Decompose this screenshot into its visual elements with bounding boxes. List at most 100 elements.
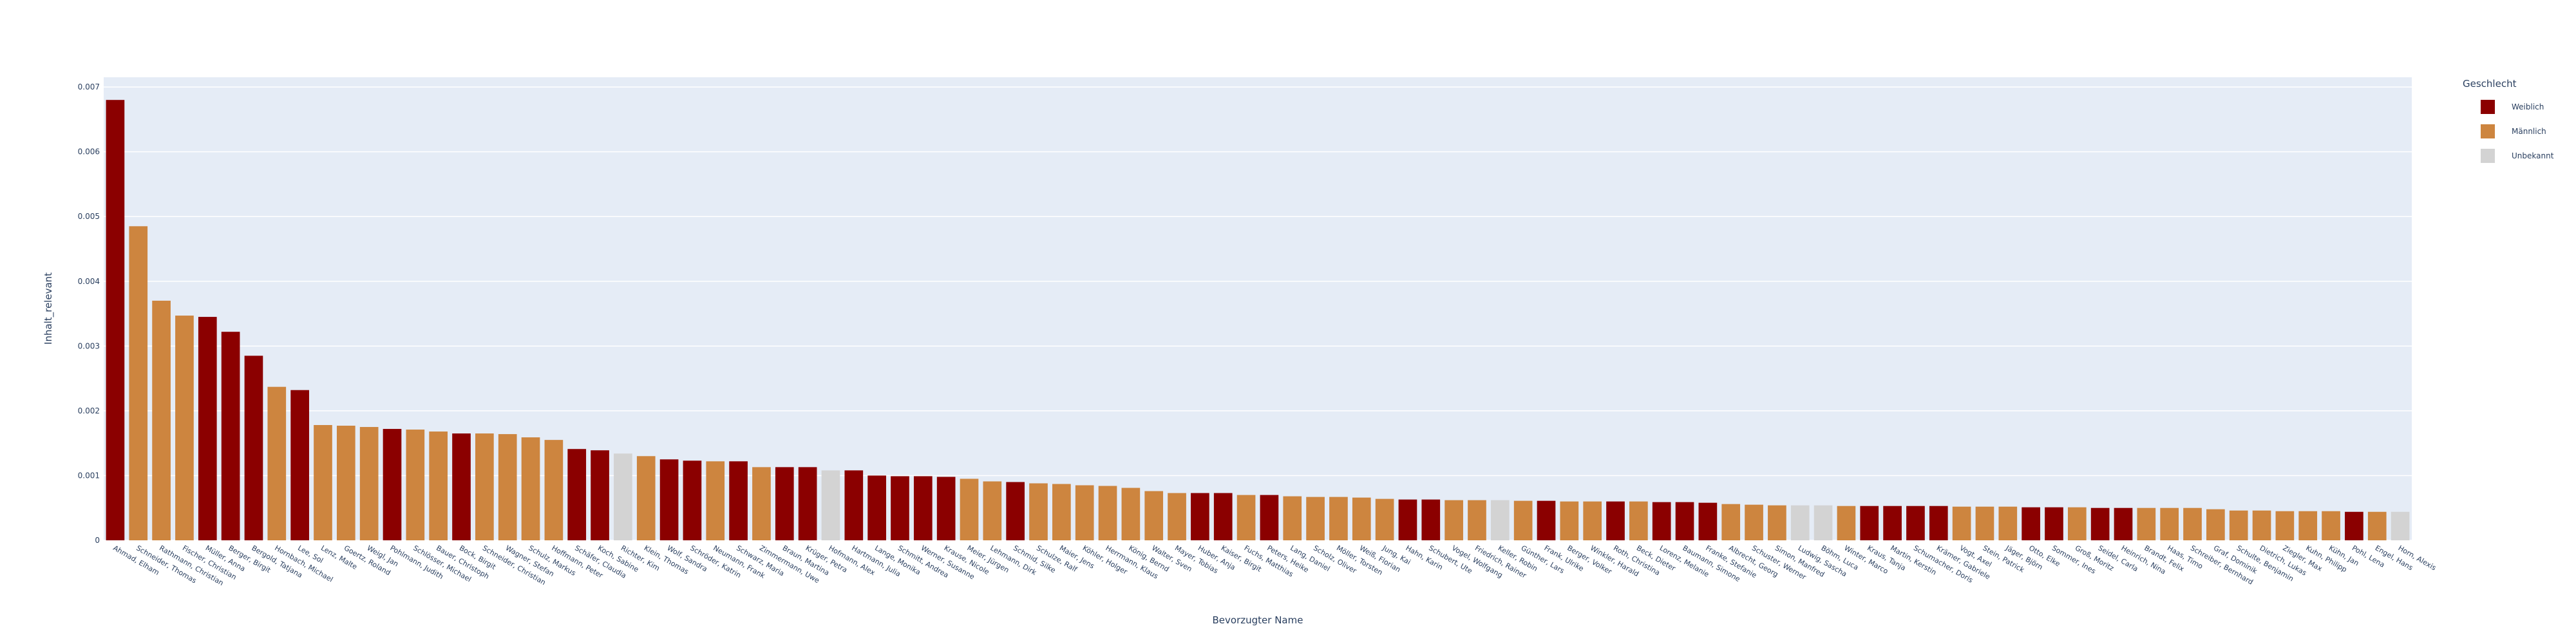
bar [452, 433, 471, 540]
bar [1144, 491, 1164, 540]
bar [1583, 501, 1602, 540]
bar [2229, 510, 2248, 540]
bar [2322, 511, 2340, 540]
plot-area [104, 77, 2412, 540]
bar [1121, 488, 1141, 540]
bar [475, 433, 494, 540]
bar [1814, 505, 1833, 540]
legend-swatch [2481, 124, 2495, 138]
bar [1675, 502, 1694, 540]
bar [198, 317, 217, 540]
bar [659, 459, 679, 540]
legend-title: Geschlecht [2463, 78, 2517, 90]
bar [336, 426, 355, 540]
y-tick-label: 0.002 [78, 406, 100, 415]
legend-label: Unbekannt [2512, 151, 2554, 160]
bar [1745, 504, 1763, 540]
bar [867, 475, 886, 540]
bar [1006, 482, 1025, 540]
bar [1283, 496, 1302, 540]
bar [1837, 506, 1856, 540]
bar [1721, 504, 1741, 540]
bar [821, 470, 840, 540]
bar [2367, 511, 2387, 540]
bar [2391, 511, 2410, 540]
bar [1260, 495, 1279, 540]
bar [2345, 511, 2363, 540]
bar [1236, 495, 1256, 540]
bar [1490, 500, 1510, 540]
bar [1398, 499, 1417, 540]
bar [567, 449, 587, 540]
bar [1513, 500, 1533, 540]
bar [290, 390, 309, 540]
bar [152, 300, 171, 540]
bar [960, 478, 979, 540]
y-tick-label: 0.005 [78, 212, 100, 221]
bar [2183, 507, 2202, 540]
bar [2252, 510, 2271, 540]
y-tick-label: 0.004 [78, 277, 100, 286]
bar [2298, 511, 2318, 540]
bar [1860, 506, 1879, 540]
bar [2045, 507, 2063, 540]
bar [1929, 506, 1948, 540]
bar [2067, 507, 2087, 540]
bar [359, 427, 379, 540]
bar [798, 467, 817, 540]
bar [429, 431, 448, 540]
y-tick-label: 0.001 [78, 471, 100, 480]
bar [2275, 511, 2295, 540]
bar [521, 437, 540, 540]
bar [1213, 493, 1233, 540]
bar [314, 425, 332, 540]
bar [936, 477, 956, 540]
bar [1537, 500, 1556, 540]
bar [1975, 506, 1994, 540]
bar [221, 332, 240, 540]
legend-label: Weiblich [2512, 102, 2544, 111]
bar [1329, 497, 1348, 540]
bar [1421, 499, 1441, 540]
bar [913, 476, 933, 540]
y-tick-label: 0.007 [78, 82, 100, 91]
bar [983, 481, 1002, 540]
bar [544, 440, 564, 540]
bar [129, 226, 148, 540]
bar [752, 467, 771, 540]
legend-swatch [2481, 100, 2495, 114]
bar [614, 453, 632, 540]
bar [175, 316, 194, 540]
y-axis-title: Inhalt_relevant [43, 272, 55, 345]
bar [706, 461, 725, 540]
bar [106, 100, 125, 540]
bar [2137, 507, 2156, 540]
bar [1052, 484, 1071, 540]
bar [1652, 502, 1671, 540]
bar [383, 429, 402, 540]
bar [775, 467, 794, 540]
bar [267, 386, 287, 540]
bar [2206, 509, 2225, 540]
bar [1560, 501, 1579, 540]
bar [1352, 497, 1371, 540]
bar [1768, 505, 1786, 540]
bar [591, 450, 609, 540]
y-tick-label: 0.003 [78, 341, 100, 350]
bar [1098, 486, 1117, 540]
bar [844, 470, 864, 540]
bar [891, 476, 909, 540]
bar [2090, 507, 2110, 540]
bar [406, 430, 425, 540]
bar [636, 456, 656, 540]
y-tick-label: 0 [95, 536, 100, 545]
bar [1168, 493, 1186, 540]
bar [2022, 507, 2040, 540]
legend-swatch [2481, 149, 2495, 163]
bar [1075, 485, 1094, 540]
bar [1191, 493, 1209, 540]
legend-label: Männlich [2512, 127, 2546, 136]
y-tick-label: 0.006 [78, 147, 100, 156]
bar [1029, 483, 1048, 540]
